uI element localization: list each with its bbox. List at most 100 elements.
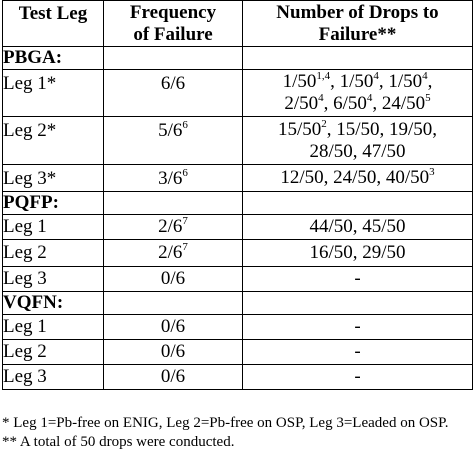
drops-cell: 15/502, 15/50, 19/50, 28/50, 47/50	[242, 116, 473, 165]
drop-test-table: Test Leg Frequency of Failure Number of …	[2, 0, 473, 390]
section-row: PQFP:	[2, 191, 473, 215]
drops-value: ,	[427, 71, 433, 92]
test-leg-cell: Leg 3*	[2, 164, 104, 192]
table-row: Leg 3* 3/66 12/50, 24/50, 40/503	[2, 164, 473, 192]
table-row: Leg 1 0/6 -	[2, 314, 473, 340]
drops-line: -	[243, 341, 472, 363]
drops-value: 15/50	[277, 118, 322, 140]
footnotes: * Leg 1=Pb-free on ENIG, Leg 2=Pb-free o…	[2, 414, 472, 452]
section-empty-cell	[242, 291, 473, 315]
test-leg-cell: Leg 1	[2, 314, 104, 340]
drops-line: 15/502, 15/50, 19/50,	[243, 117, 472, 141]
section-empty-cell	[103, 46, 243, 70]
drops-footnote-ref: 4	[373, 70, 379, 82]
header-frequency-line2: of Failure	[133, 23, 213, 45]
drops-value: 1/50	[282, 71, 317, 92]
drops-footnote-ref: 2	[321, 117, 327, 130]
frequency-value: 5/6	[158, 120, 183, 141]
drops-value: -	[354, 268, 361, 289]
drops-cell: -	[242, 339, 473, 365]
frequency-value: 6/6	[160, 73, 186, 94]
drops-value: 28/50, 47/50	[309, 140, 406, 162]
drops-line: -	[243, 316, 472, 338]
section-row: PBGA:	[2, 46, 473, 70]
drops-value: , 24/50	[372, 93, 426, 114]
drops-cell: 1/501,4, 1/504, 1/504, 2/504, 6/504, 24/5…	[242, 69, 473, 117]
header-frequency-line1: Frequency	[129, 1, 217, 23]
drops-value: , 1/50	[330, 71, 374, 92]
drops-value: , 6/50	[323, 93, 367, 114]
test-leg-cell: Leg 2	[2, 339, 104, 365]
drops-footnote-ref: 4	[318, 92, 324, 104]
header-drops-line1: Number of Drops to	[276, 1, 439, 23]
table-body: PBGA: Leg 1* 6/6 1/501,4, 1/504, 1/504, 2/50…	[2, 46, 473, 390]
frequency-cell: 5/66	[103, 116, 243, 165]
test-leg-cell: Leg 2	[2, 239, 104, 267]
header-drops: Number of Drops to Failure**	[242, 0, 473, 47]
table-row: Leg 2 2/67 16/50, 29/50	[2, 239, 473, 267]
frequency-value: 0/6	[160, 366, 186, 387]
section-empty-cell	[242, 191, 473, 215]
drops-cell: 44/50, 45/50	[242, 214, 473, 240]
frequency-cell: 0/6	[103, 314, 243, 340]
drops-value: -	[354, 341, 361, 362]
frequency-value: 0/6	[160, 316, 186, 337]
table-row: Leg 3 0/6 -	[2, 364, 473, 390]
frequency-cell: 2/67	[103, 214, 243, 240]
section-row: VQFN:	[2, 291, 473, 315]
section-label: PBGA:	[2, 46, 104, 70]
frequency-footnote-ref: 7	[182, 241, 188, 253]
drops-footnote-ref: 1,4	[316, 70, 331, 82]
table-row: Leg 1* 6/6 1/501,4, 1/504, 1/504, 2/504, 6/…	[2, 69, 473, 117]
table-row: Leg 2 0/6 -	[2, 339, 473, 365]
drops-cell: -	[242, 266, 473, 292]
drops-line: 44/50, 45/50	[243, 216, 472, 238]
drops-cell: 12/50, 24/50, 40/503	[242, 164, 473, 192]
drops-value: , 15/50, 19/50,	[326, 118, 438, 140]
test-leg-cell: Leg 1	[2, 214, 104, 240]
frequency-cell: 3/66	[103, 164, 243, 192]
drops-line: 16/50, 29/50	[243, 242, 472, 264]
drops-footnote-ref: 5	[425, 92, 431, 104]
frequency-value: 2/6	[158, 242, 183, 263]
header-test-leg: Test Leg	[2, 0, 104, 47]
test-leg-cell: Leg 1*	[2, 69, 104, 117]
drops-footnote-ref: 3	[429, 166, 435, 178]
drops-value: -	[354, 316, 361, 337]
drops-value: 2/50	[284, 93, 319, 114]
frequency-cell: 0/6	[103, 364, 243, 390]
frequency-value: 3/6	[158, 168, 183, 189]
frequency-cell: 6/6	[103, 69, 243, 117]
drops-line: 2/504, 6/504, 24/505	[243, 93, 472, 115]
section-label: PQFP:	[2, 191, 104, 215]
drops-value: 16/50, 29/50	[309, 242, 406, 263]
drops-line: -	[243, 268, 472, 290]
section-label: VQFN:	[2, 291, 104, 315]
section-empty-cell	[242, 46, 473, 70]
header-frequency: Frequency of Failure	[103, 0, 243, 47]
test-leg-cell: Leg 2*	[2, 116, 104, 165]
header-row: Test Leg Frequency of Failure Number of …	[2, 0, 473, 47]
drops-cell: -	[242, 364, 473, 390]
frequency-cell: 0/6	[103, 266, 243, 292]
frequency-value: 2/6	[158, 216, 183, 237]
drops-line: 28/50, 47/50	[243, 141, 472, 163]
frequency-footnote-ref: 7	[182, 215, 188, 227]
drops-footnote-ref: 4	[366, 92, 373, 104]
table-row: Leg 2* 5/66 15/502, 15/50, 19/50, 28/50, 47…	[2, 116, 473, 165]
section-empty-cell	[103, 291, 243, 315]
table-row: Leg 1 2/67 44/50, 45/50	[2, 214, 473, 240]
frequency-footnote-ref: 6	[182, 167, 188, 179]
drops-cell: -	[242, 314, 473, 340]
drops-footnote-ref: 4	[422, 70, 428, 82]
footnote-leg-definitions: * Leg 1=Pb-free on ENIG, Leg 2=Pb-free o…	[2, 415, 449, 431]
drops-value: 44/50, 45/50	[309, 216, 406, 237]
header-drops-line2: Failure**	[318, 23, 397, 45]
drops-line: 12/50, 24/50, 40/503	[243, 167, 472, 189]
table-row: Leg 3 0/6 -	[2, 266, 473, 292]
frequency-value: 0/6	[160, 341, 186, 362]
test-leg-cell: Leg 3	[2, 266, 104, 292]
drops-value: , 1/50	[378, 71, 423, 92]
frequency-value: 0/6	[160, 268, 186, 289]
